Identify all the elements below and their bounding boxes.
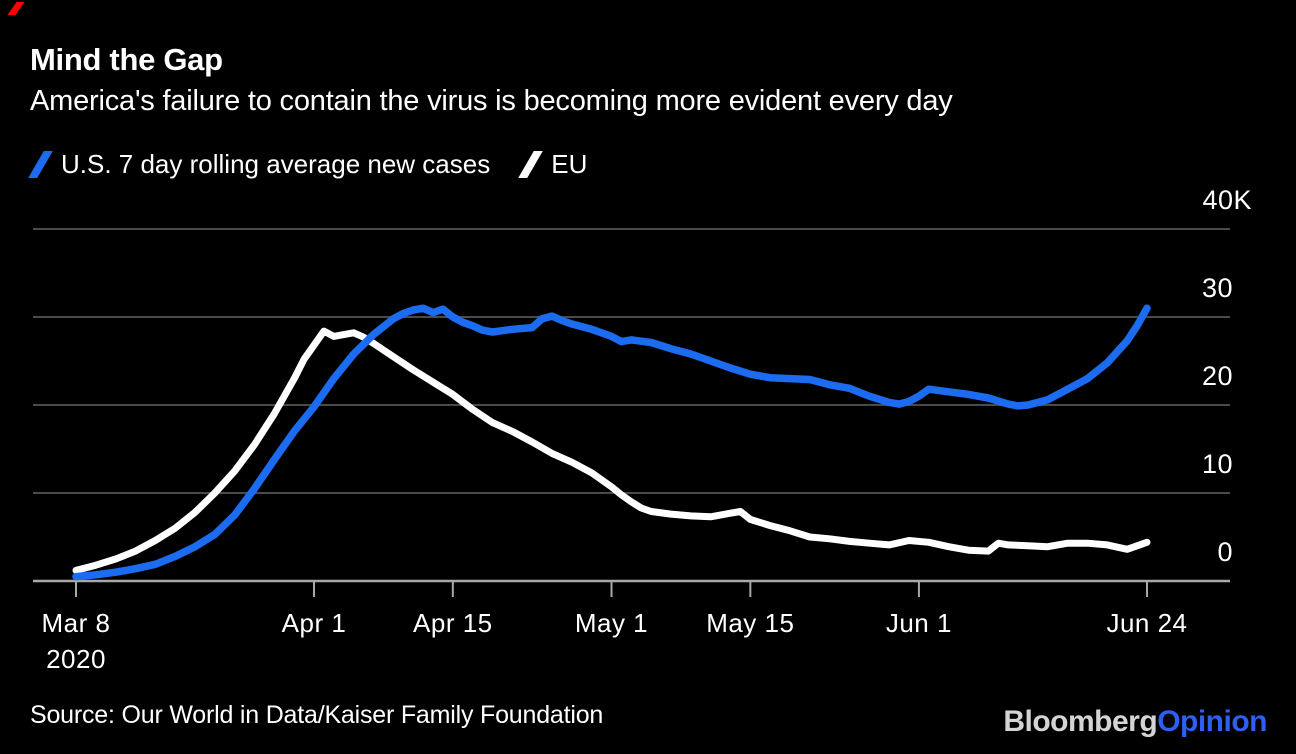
chart-title: Mind the Gap [30, 42, 223, 77]
bloomberg-wordmark: Bloomberg [1003, 705, 1158, 738]
opinion-wordmark: Opinion [1157, 705, 1267, 738]
eu-series-line [72, 327, 1151, 574]
us-series-label: U.S. 7 day rolling average new cases [61, 149, 491, 179]
y-axis-label: 0 [1217, 537, 1233, 567]
source-note: Source: Our World in Data/Kaiser Family … [30, 701, 604, 729]
x-axis-label: May 1 [574, 608, 649, 638]
us-series-line [72, 304, 1151, 581]
x-axis-label: Jun 1 [885, 608, 952, 638]
y-axis-label: 30 [1201, 273, 1233, 303]
y-axis-label: 10 [1201, 449, 1233, 479]
x-axis-year-label: 2020 [46, 644, 106, 674]
y-axis-label: 20 [1201, 361, 1233, 391]
legend: U.S. 7 day rolling average new cases EU [28, 149, 588, 180]
y-axis-label: 40K [1202, 185, 1252, 215]
bloomberg-opinion-logo: BloombergOpinion [1003, 705, 1267, 739]
eu-series-label: EU [551, 149, 588, 179]
x-axis-label: Mar 8 [41, 608, 111, 638]
x-axis-label: May 15 [706, 608, 795, 638]
chart-subtitle: America's failure to contain the virus i… [30, 85, 953, 117]
x-axis-label: Apr 15 [413, 608, 493, 638]
x-axis-label: Apr 1 [281, 608, 347, 638]
x-axis-label: Jun 24 [1106, 608, 1188, 638]
